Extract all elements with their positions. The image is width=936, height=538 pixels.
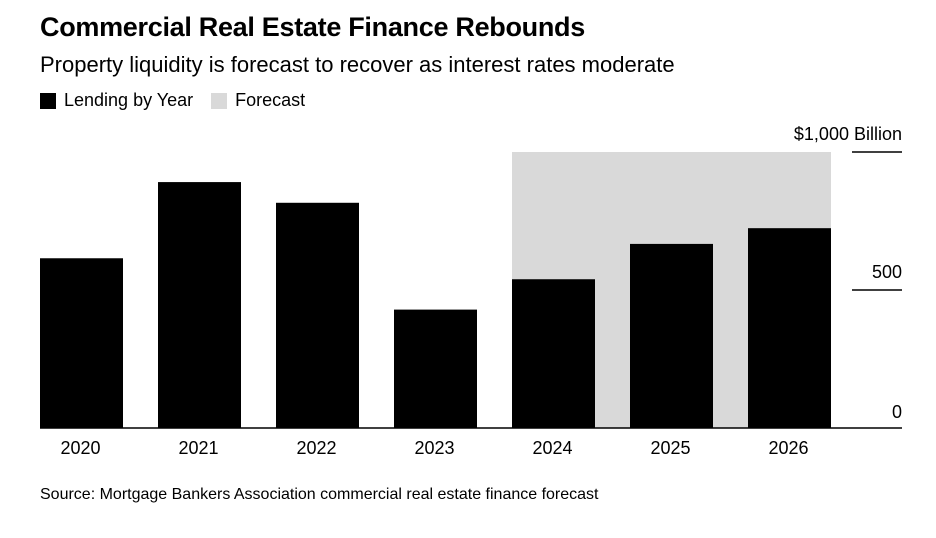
source-note: Source: Mortgage Bankers Association com… <box>40 486 599 503</box>
bar-2026 <box>748 228 831 428</box>
x-tick-label-2024: 2024 <box>532 438 572 458</box>
legend-swatch-forecast <box>211 92 228 109</box>
bar-2022 <box>276 202 359 428</box>
legend-item-lending: Lending by Year <box>40 90 193 111</box>
bar-2021 <box>158 182 241 428</box>
legend-item-forecast: Forecast <box>211 90 305 111</box>
y-tick-label-500: 500 <box>872 262 902 282</box>
bar-2023 <box>394 309 477 428</box>
legend: Lending by Year Forecast <box>40 90 323 111</box>
chart-title: Commercial Real Estate Finance Rebounds <box>40 12 585 42</box>
legend-label-lending: Lending by Year <box>64 90 194 110</box>
bar-2020 <box>40 258 123 428</box>
legend-swatch-lending <box>40 92 56 109</box>
bar-2025 <box>630 243 713 428</box>
y-tick-label-1000: $1,000 Billion <box>794 124 902 144</box>
chart-subtitle: Property liquidity is forecast to recove… <box>40 52 675 77</box>
x-tick-label-2022: 2022 <box>296 438 336 458</box>
y-tick-label-0: 0 <box>892 402 902 422</box>
x-tick-label-2026: 2026 <box>768 438 808 458</box>
x-tick-label-2025: 2025 <box>650 438 690 458</box>
x-tick-label-2021: 2021 <box>178 438 218 458</box>
x-tick-label-2020: 2020 <box>60 438 100 458</box>
legend-label-forecast: Forecast <box>235 90 306 110</box>
x-tick-label-2023: 2023 <box>414 438 454 458</box>
bar-2024 <box>512 279 595 428</box>
